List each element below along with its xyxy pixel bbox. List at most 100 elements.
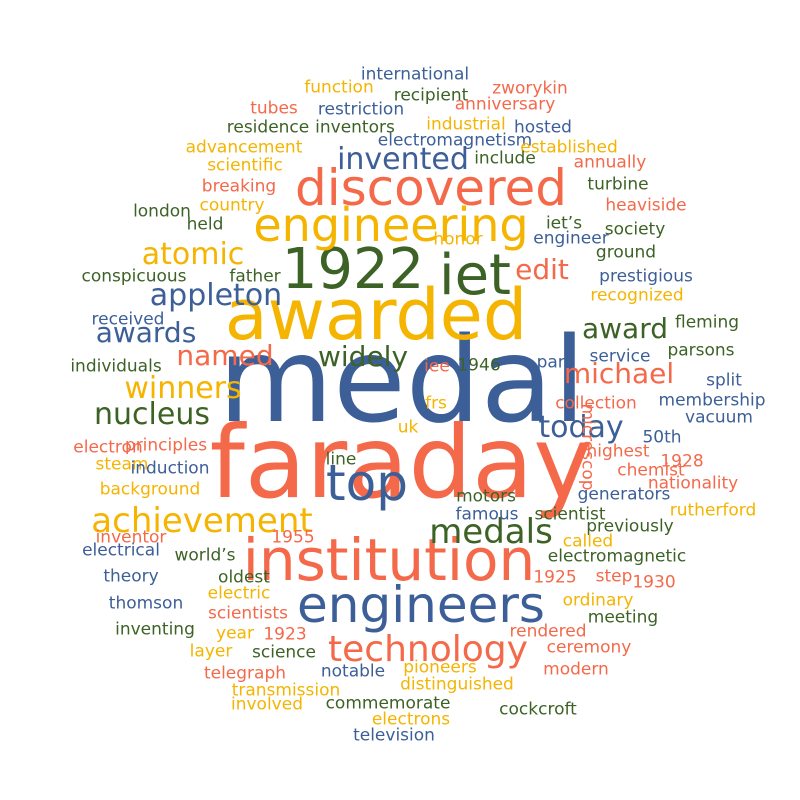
word-widely: widely	[317, 340, 409, 373]
word-50th: 50th	[642, 427, 682, 448]
word-received: received	[91, 309, 165, 330]
word-television: television	[353, 725, 435, 746]
word-pioneers: pioneers	[403, 657, 477, 678]
word-inventing: inventing	[115, 619, 195, 640]
word-heaviside: heaviside	[605, 195, 687, 216]
word-electron: electron	[73, 437, 143, 458]
word-restriction: restriction	[317, 99, 405, 120]
word-engineer: engineer	[533, 228, 609, 249]
word-collection: collection	[555, 393, 637, 414]
word-rendered: rendered	[509, 621, 587, 642]
word-year: year	[216, 623, 254, 644]
word-theory: theory	[103, 566, 159, 587]
word-previously: previously	[586, 516, 674, 537]
word-individuals: individuals	[70, 356, 162, 377]
word-part: part	[536, 352, 572, 373]
word-michael: michael	[563, 357, 675, 390]
word-transmission: transmission	[231, 680, 341, 701]
word-line: line	[325, 449, 357, 470]
word-membership: membership	[658, 390, 766, 411]
word-recognized: recognized	[590, 285, 684, 306]
word-awarded: awarded	[224, 274, 528, 356]
word-scientist: scientist	[534, 504, 606, 525]
word-include: include	[474, 148, 536, 169]
word-iet-s: iet’s	[545, 213, 583, 234]
word-involved: involved	[231, 694, 303, 715]
word-ceremony: ceremony	[546, 637, 632, 658]
word-electrical: electrical	[82, 540, 160, 561]
word-commemorate: commemorate	[325, 693, 451, 714]
word-science: science	[252, 642, 316, 663]
word-world-s: world’s	[174, 545, 236, 566]
word-background: background	[99, 479, 201, 500]
word-tubes: tubes	[250, 98, 298, 119]
word-iet: iet	[439, 243, 511, 308]
word-top: top	[326, 454, 408, 512]
word-1930: 1930	[632, 572, 676, 593]
word-atomic: atomic	[141, 237, 245, 272]
word-held: held	[186, 214, 224, 235]
word-1928: 1928	[660, 451, 704, 472]
word-notable: notable	[320, 661, 386, 682]
word-steam: steam	[95, 454, 149, 475]
word-ground: ground	[595, 242, 657, 263]
word-invented: invented	[337, 142, 469, 177]
word-scientists: scientists	[208, 603, 288, 624]
word-conspicuous: conspicuous	[81, 266, 187, 287]
word-established: established	[520, 137, 618, 158]
word-layer: layer	[189, 641, 233, 662]
word-medal: medal	[218, 311, 586, 449]
word-inventors: inventors	[315, 117, 395, 138]
word-society: society	[604, 219, 666, 240]
word-scientific: scientific	[207, 155, 283, 176]
word-hosted: hosted	[514, 117, 572, 138]
word-discovered: discovered	[294, 159, 568, 217]
word-engineers: engineers	[297, 576, 545, 634]
word-1923: 1923	[263, 624, 307, 645]
word-nucleus: nucleus	[94, 397, 210, 432]
word-electromagnetic: electromagnetic	[547, 546, 687, 567]
word-cockcroft: cockcroft	[499, 699, 577, 720]
word-technology: technology	[328, 629, 528, 670]
word-today: today	[538, 410, 624, 445]
word-institution: institution	[242, 526, 536, 594]
word-iee: iee	[424, 356, 450, 377]
word-uk: uk	[397, 417, 419, 438]
word-honor: honor	[433, 229, 483, 250]
word-distinguished: distinguished	[400, 674, 514, 695]
word-frs: frs	[425, 393, 447, 414]
word-generators: generators	[577, 484, 671, 505]
word-prestigious: prestigious	[599, 266, 693, 287]
word-anniversary: anniversary	[454, 94, 556, 115]
word-oldest: oldest	[218, 567, 270, 588]
word-achievement: achievement	[91, 501, 313, 541]
word-modern: modern	[543, 659, 609, 680]
word-edit: edit	[515, 253, 569, 286]
word-advancement: advancement	[185, 137, 303, 158]
word-1955: 1955	[271, 527, 315, 548]
word-industrial: industrial	[426, 114, 506, 135]
word-1946: 1946	[457, 355, 501, 376]
word-highest: highest	[586, 441, 650, 462]
word-called: called	[562, 531, 614, 552]
word-electromagnetism: electromagnetism	[377, 130, 533, 151]
word-thomson: thomson	[108, 593, 184, 614]
word-principles: principles	[124, 435, 208, 456]
word-turbine: turbine	[587, 174, 649, 195]
word-breaking: breaking	[201, 176, 277, 197]
word-1925: 1925	[533, 567, 577, 588]
word-microscop: microscop	[577, 403, 598, 491]
word-rutherford: rutherford	[669, 500, 757, 521]
word-award: award	[581, 312, 669, 345]
word-induction: induction	[130, 458, 210, 479]
word-vacuum: vacuum	[685, 407, 753, 428]
word-electric: electric	[207, 583, 271, 604]
word-country: country	[199, 195, 265, 216]
word-motors: motors	[456, 486, 516, 507]
word-zworykin: zworykin	[492, 78, 568, 99]
word-named: named	[176, 339, 274, 372]
word-london: london	[133, 201, 191, 222]
word-ordinary: ordinary	[562, 590, 634, 611]
word-electrons: electrons	[371, 709, 451, 730]
